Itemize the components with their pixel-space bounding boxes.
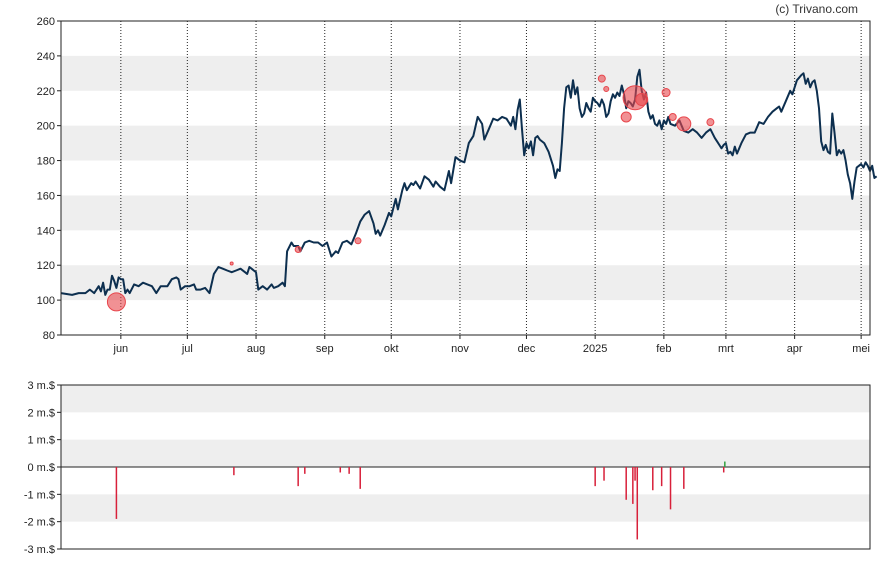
insider-volume-bar: [115, 467, 118, 519]
volume-band: [61, 494, 870, 522]
month-tick-label: feb: [656, 343, 671, 355]
insider-trade-bubble: [635, 93, 649, 106]
insider-volume-bar: [359, 467, 361, 489]
insider-trade-bubble: [706, 118, 715, 127]
price-y-tick-label: 140: [37, 225, 55, 237]
month-tick-label: aug: [247, 343, 265, 355]
price-y-tick-label: 200: [37, 121, 55, 133]
volume-y-tick-label: 3 m.$: [27, 380, 55, 392]
month-tick-label: apr: [787, 343, 803, 355]
price-band: [61, 55, 870, 91]
month-tick-label: mrt: [718, 343, 734, 355]
price-band: [61, 195, 870, 231]
month-tick-label: jun: [113, 343, 129, 355]
price-frame: [60, 20, 871, 336]
insider-volume-bar: [348, 467, 350, 474]
insider-volume-bar: [625, 467, 627, 500]
insider-volume-bar: [660, 467, 663, 487]
insider-volume-panel: 3 m.$ 2 m.$ 1 m.$ 0 m.$ -1 m.$ -2 m.$ -3 m.$: [24, 380, 871, 556]
insider-volume-bar: [634, 467, 636, 481]
volume-band: [61, 385, 870, 413]
volume-y-tick-label: -1 m.$: [24, 489, 55, 501]
insider-volume-bar: [669, 467, 672, 510]
month-tick-label: okt: [384, 343, 399, 355]
insider-volume-bar: [594, 467, 596, 487]
insider-trade-bubble: [229, 261, 234, 266]
insider-trade-bubble: [603, 86, 610, 93]
price-panel: 80 100 120 140 160 180 200 220 240 260 jun jul aug se…: [37, 16, 878, 355]
price-y-tick-label: 80: [43, 330, 55, 342]
month-tick-label: jul: [181, 343, 193, 355]
price-band: [61, 265, 870, 301]
insider-volume-bar: [297, 467, 299, 487]
volume-y-tick-label: 0 m.$: [27, 462, 55, 474]
volume-y-tick-label: 1 m.$: [27, 435, 55, 447]
credit-text: (c) Trivano.com: [775, 2, 858, 16]
month-tick-label: sep: [316, 343, 334, 355]
price-y-tick-label: 220: [37, 86, 55, 98]
insider-trade-bubble: [597, 74, 606, 83]
insider-volume-bar: [683, 467, 685, 489]
volume-band: [61, 439, 870, 467]
insider-trade-bubble: [620, 111, 632, 123]
insider-volume-bar: [636, 467, 639, 540]
volume-y-tick-label: -2 m.$: [24, 517, 55, 529]
month-tick-label: dec: [518, 343, 536, 355]
insider-volume-bar: [304, 467, 306, 474]
month-tick-label: nov: [451, 343, 469, 355]
insider-volume-bar: [233, 467, 235, 476]
volume-y-tick-label: -3 m.$: [24, 544, 55, 556]
month-tick-label: mei: [852, 343, 870, 355]
insider-trade-bubble: [661, 88, 671, 98]
insider-volume-bar: [652, 467, 654, 491]
price-y-tick-label: 240: [37, 51, 55, 63]
insider-trade-bubble: [354, 237, 362, 245]
insider-trade-bubble: [294, 246, 302, 254]
price-line: [60, 68, 878, 296]
insider-volume-bar: [722, 467, 725, 473]
insider-volume-bar: [632, 467, 634, 504]
price-y-tick-label: 120: [37, 260, 55, 272]
month-tick-label: 2025: [583, 343, 607, 355]
insider-trade-bubble: [676, 116, 692, 132]
price-y-tick-label: 260: [37, 16, 55, 28]
volume-frame: [60, 384, 871, 550]
insider-volume-bar: [339, 467, 342, 473]
insider-trade-bubble: [668, 112, 677, 121]
price-y-tick-label: 180: [37, 156, 55, 168]
volume-y-tick-label: 2 m.$: [27, 407, 55, 419]
price-y-tick-label: 100: [37, 295, 55, 307]
insider-volume-bar: [603, 467, 605, 481]
insider-volume-bar: [724, 461, 726, 467]
price-y-tick-label: 160: [37, 190, 55, 202]
insider-trade-bubble: [106, 292, 126, 312]
